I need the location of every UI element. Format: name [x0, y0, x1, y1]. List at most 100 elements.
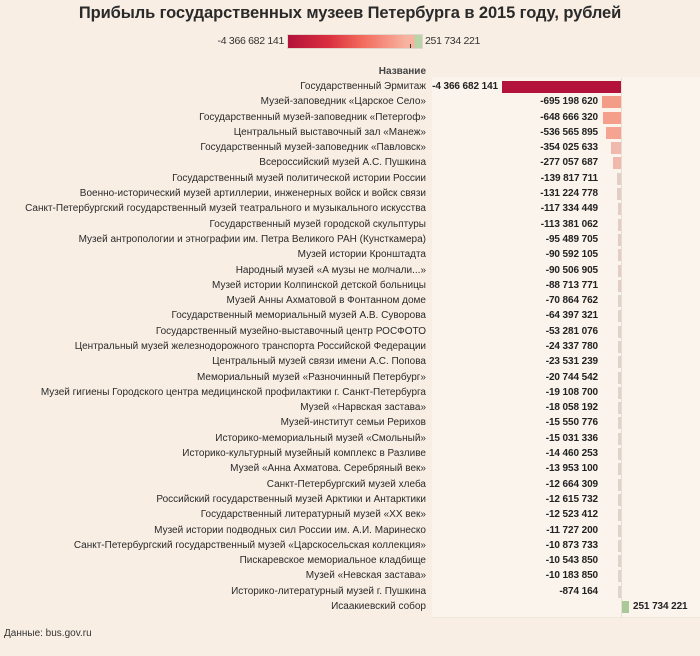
bar[interactable] — [617, 188, 621, 201]
bar[interactable] — [618, 539, 621, 552]
bar[interactable] — [603, 111, 621, 124]
value-label: -12 664 309 — [545, 478, 598, 490]
value-label: -53 281 076 — [545, 325, 598, 337]
source-note: Данные: bus.gov.ru — [4, 628, 92, 639]
bar[interactable] — [618, 249, 621, 262]
bar[interactable] — [618, 402, 621, 415]
category-label: Историко-культурный музейный комплекс в … — [182, 448, 426, 460]
bar[interactable] — [618, 356, 621, 369]
value-label: -4 366 682 141 — [432, 81, 498, 92]
category-label: Государственный музей-заповедник «Павлов… — [200, 142, 426, 154]
category-label: Центральный выставочный зал «Манеж» — [233, 126, 426, 138]
bar[interactable] — [622, 601, 629, 613]
value-label: -90 506 905 — [545, 264, 598, 276]
bar[interactable] — [618, 585, 621, 598]
bar[interactable] — [617, 203, 621, 216]
category-label: Мемориальный музей «Разночинный Петербур… — [196, 371, 426, 383]
zero-line — [621, 78, 622, 617]
category-label: Историко-литературный музей г. Пушкина — [231, 585, 426, 597]
category-label: Государственный мемориальный музей А.В. … — [171, 310, 426, 322]
bar[interactable] — [618, 524, 621, 537]
bar[interactable] — [606, 126, 621, 139]
category-label: Историко-мемориальный музей «Смольный» — [215, 432, 426, 444]
legend-zero-tick — [410, 44, 411, 48]
value-label: -536 565 895 — [540, 126, 598, 138]
value-label: -18 058 192 — [545, 402, 598, 414]
value-label: -139 817 711 — [540, 172, 598, 184]
bar[interactable] — [618, 310, 621, 323]
bar[interactable] — [618, 295, 621, 308]
value-label: -354 025 633 — [540, 142, 598, 154]
category-label: Государственный музейно-выставочный цент… — [155, 325, 426, 337]
value-label: -14 460 253 — [545, 448, 598, 460]
bar[interactable] — [618, 417, 621, 430]
bar[interactable] — [618, 570, 621, 583]
category-label: Музей «Нарвская застава» — [300, 402, 426, 414]
bar[interactable] — [618, 325, 621, 338]
category-label: Народный музей «А музы не молчали...» — [235, 264, 426, 276]
bar[interactable] — [618, 341, 621, 353]
value-label: -11 727 200 — [546, 524, 598, 536]
legend-gradient — [287, 34, 423, 49]
bar[interactable] — [502, 81, 621, 93]
value-label: -648 666 320 — [540, 111, 598, 123]
bar[interactable] — [618, 463, 621, 476]
legend-min-label: -4 366 682 141 — [217, 35, 285, 47]
bar[interactable] — [618, 509, 621, 522]
category-label: Государственный Эрмитаж — [300, 81, 426, 92]
category-label: Музей истории подводных сил России им. А… — [154, 524, 426, 536]
bar[interactable] — [611, 142, 621, 155]
bar[interactable] — [618, 264, 621, 277]
value-label: -23 531 239 — [545, 356, 598, 368]
category-label: Музей антропологии и этнографии им. Петр… — [78, 233, 426, 245]
value-label: -70 864 762 — [545, 295, 598, 307]
value-label: -19 108 700 — [545, 386, 598, 398]
legend-max-label: 251 734 221 — [425, 35, 481, 47]
category-label: Центральный музей связи имени А.С. Попов… — [212, 356, 426, 368]
value-label: -113 381 062 — [540, 218, 598, 230]
value-label: -64 397 321 — [545, 310, 598, 322]
bar[interactable] — [618, 493, 621, 506]
bar[interactable] — [618, 555, 621, 568]
value-label: -10 543 850 — [545, 555, 598, 567]
category-label: Музей гигиены Городского центра медицинс… — [40, 386, 426, 398]
category-label: Военно-исторический музей артиллерии, ин… — [79, 188, 426, 200]
bar[interactable] — [618, 386, 621, 399]
value-label: -277 057 687 — [540, 157, 598, 169]
category-label: Пискаревское мемориальное кладбище — [239, 555, 426, 567]
bar[interactable] — [618, 448, 621, 461]
category-label: Исаакиевский собор — [331, 601, 426, 612]
value-label: -12 523 412 — [545, 509, 598, 521]
value-label: -117 334 449 — [540, 203, 598, 215]
bar[interactable] — [613, 157, 621, 170]
category-label: Санкт-Петербургский музей хлеба — [266, 478, 426, 490]
value-label: -13 953 100 — [545, 463, 598, 475]
bar[interactable] — [618, 478, 621, 491]
chart-title: Прибыль государственных музеев Петербург… — [78, 4, 622, 22]
category-label: Санкт-Петербургский государственный музе… — [73, 539, 426, 551]
bar[interactable] — [618, 432, 621, 445]
bar[interactable] — [617, 172, 621, 185]
value-label: -88 713 771 — [545, 279, 598, 291]
bar[interactable] — [618, 279, 621, 292]
value-label: -874 164 — [559, 585, 598, 597]
bar[interactable] — [618, 371, 621, 384]
category-label: Государственный музей городской скульпту… — [209, 218, 426, 230]
value-label: -90 592 105 — [545, 249, 598, 261]
value-label: -15 550 776 — [545, 417, 598, 429]
value-label: -10 873 733 — [545, 539, 598, 551]
bar[interactable] — [602, 96, 621, 109]
category-label: Санкт-Петербургский государственный музе… — [25, 203, 426, 215]
category-label: Музей-институт семьи Рерихов — [280, 417, 426, 429]
value-label: -10 183 850 — [545, 570, 598, 582]
value-label: -95 489 705 — [545, 233, 598, 245]
bar[interactable] — [617, 218, 621, 231]
value-label: -24 337 780 — [545, 341, 598, 352]
category-label: Центральный музей железнодорожного транс… — [74, 341, 426, 352]
value-label: -20 744 542 — [545, 371, 598, 383]
category-label: Музей истории Колпинской детской больниц… — [212, 279, 426, 291]
value-label: -695 198 620 — [540, 96, 598, 108]
bar[interactable] — [618, 233, 621, 246]
category-label: Государственный литературный музей «XX в… — [200, 509, 426, 521]
